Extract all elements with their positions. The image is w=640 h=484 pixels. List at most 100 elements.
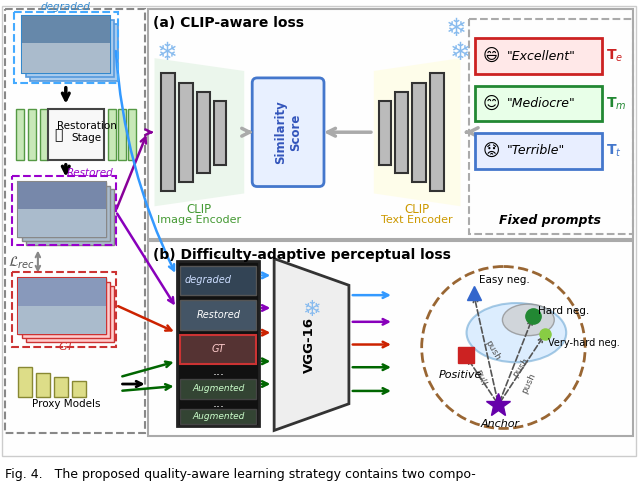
Bar — [26, 286, 114, 342]
Text: $\mathbf{T}_m$: $\mathbf{T}_m$ — [606, 95, 627, 112]
Text: $\mathbf{T}_e$: $\mathbf{T}_e$ — [606, 48, 623, 64]
Bar — [214, 101, 227, 165]
Text: Positive: Positive — [439, 370, 483, 380]
Bar — [22, 15, 109, 44]
Bar — [177, 260, 259, 426]
Bar — [197, 92, 211, 173]
Text: ...: ... — [212, 246, 224, 259]
Bar — [18, 306, 106, 333]
Polygon shape — [154, 58, 244, 206]
Text: Augmented: Augmented — [192, 412, 244, 421]
Text: Text Encoder: Text Encoder — [381, 215, 452, 225]
Bar — [28, 108, 36, 160]
Text: (a) CLIP-aware loss: (a) CLIP-aware loss — [152, 15, 303, 30]
Text: Very-hard neg.: Very-hard neg. — [548, 338, 620, 348]
Bar — [180, 300, 256, 330]
Text: "Excellent": "Excellent" — [506, 50, 575, 62]
Bar — [474, 133, 602, 169]
Bar — [412, 83, 426, 182]
Text: Restoration
Stage: Restoration Stage — [57, 121, 116, 143]
Text: (b) Difficulty-adaptive perceptual loss: (b) Difficulty-adaptive perceptual loss — [152, 248, 451, 262]
Bar — [22, 44, 109, 73]
Bar — [118, 108, 125, 160]
Text: Similarity
Score: Similarity Score — [274, 100, 302, 164]
Bar — [30, 24, 118, 81]
Bar — [16, 108, 24, 160]
Bar — [22, 282, 109, 338]
Bar — [26, 190, 114, 245]
Bar — [22, 15, 109, 73]
Text: degraded: degraded — [41, 2, 91, 12]
Text: 🔥: 🔥 — [54, 128, 62, 142]
Bar — [22, 185, 109, 241]
Polygon shape — [274, 258, 349, 430]
Ellipse shape — [502, 304, 554, 335]
Text: ❄: ❄ — [450, 41, 471, 65]
Bar — [36, 373, 50, 397]
Text: Easy neg.: Easy neg. — [479, 275, 529, 285]
Text: push: push — [483, 339, 502, 363]
Bar — [18, 367, 32, 397]
Bar — [5, 9, 145, 433]
Bar — [40, 108, 48, 160]
Bar — [474, 38, 602, 74]
Text: pull: pull — [474, 368, 488, 387]
Bar — [14, 12, 118, 83]
Text: $\mathbf{T}_t$: $\mathbf{T}_t$ — [606, 143, 622, 159]
Polygon shape — [374, 58, 461, 206]
Text: ...: ... — [212, 364, 224, 378]
Text: "Mediocre": "Mediocre" — [506, 97, 575, 110]
Bar — [108, 108, 116, 160]
Text: degraded: degraded — [184, 275, 232, 286]
Text: Restored: Restored — [196, 310, 240, 320]
Bar — [48, 108, 104, 160]
Bar — [474, 86, 602, 121]
Bar — [18, 182, 106, 237]
Text: CLIP: CLIP — [187, 203, 212, 216]
Bar — [18, 209, 106, 237]
Bar — [148, 241, 633, 437]
Bar — [180, 408, 256, 424]
Bar — [54, 377, 68, 397]
Text: Hard neg.: Hard neg. — [538, 306, 589, 316]
Text: GT: GT — [212, 345, 225, 354]
Bar — [12, 176, 116, 245]
Bar — [179, 83, 193, 182]
Text: Fixed prompts: Fixed prompts — [499, 214, 601, 227]
Text: 😊: 😊 — [483, 94, 500, 113]
Bar — [26, 20, 114, 77]
Text: 😟: 😟 — [483, 142, 500, 160]
Bar — [12, 272, 116, 348]
Text: "Terrible": "Terrible" — [506, 145, 564, 157]
Text: VGG-16: VGG-16 — [303, 317, 316, 373]
Text: Restored: Restored — [67, 167, 113, 178]
Text: GT: GT — [58, 342, 74, 351]
Bar — [468, 19, 633, 234]
Text: ❄: ❄ — [446, 16, 467, 41]
Bar — [18, 278, 106, 333]
Bar — [429, 73, 444, 192]
Bar — [379, 101, 391, 165]
Bar — [18, 278, 106, 333]
Text: ❄: ❄ — [157, 41, 178, 65]
Text: push: push — [511, 356, 531, 379]
Bar — [22, 15, 109, 73]
Bar — [180, 334, 256, 364]
Text: CLIP: CLIP — [404, 203, 429, 216]
Text: Anchor: Anchor — [481, 419, 520, 428]
Bar — [18, 278, 106, 306]
Bar — [18, 182, 106, 209]
Bar — [161, 73, 175, 192]
Bar — [127, 108, 136, 160]
Text: $\mathcal{L}_{rec}$: $\mathcal{L}_{rec}$ — [8, 255, 35, 271]
Text: Image Encoder: Image Encoder — [157, 215, 241, 225]
Bar — [180, 379, 256, 399]
Ellipse shape — [467, 303, 566, 363]
Text: push: push — [520, 371, 538, 395]
Text: ❄: ❄ — [301, 300, 321, 320]
FancyBboxPatch shape — [252, 78, 324, 186]
Text: ...: ... — [212, 397, 224, 410]
Bar — [180, 266, 256, 295]
Text: Augmented: Augmented — [192, 384, 244, 393]
Bar — [395, 92, 408, 173]
